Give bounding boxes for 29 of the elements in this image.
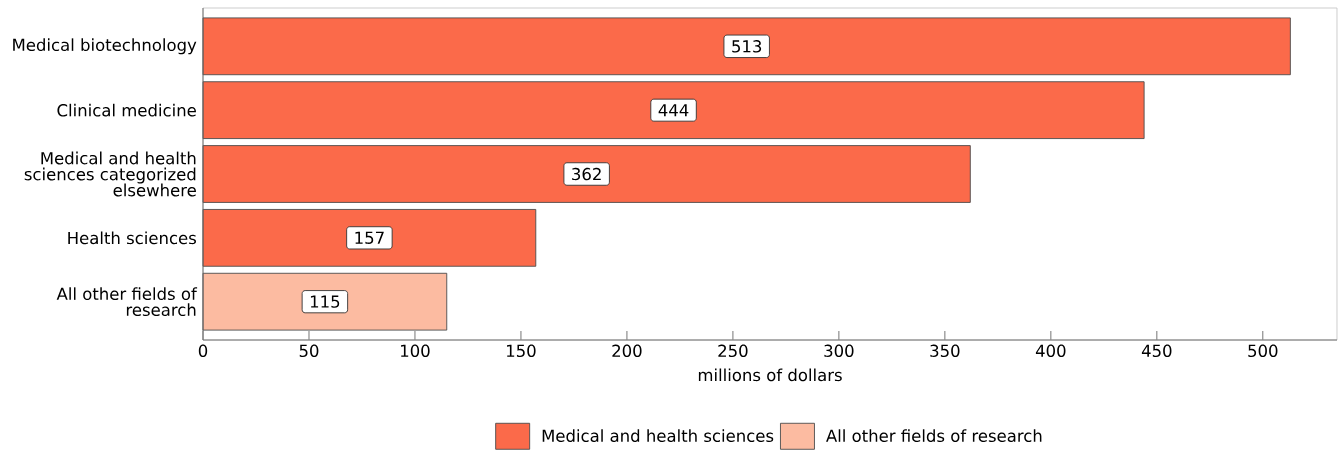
x-tick-label: 350 xyxy=(930,344,960,358)
x-axis-title: millions of dollars xyxy=(698,368,842,382)
y-tick-label: Medical and health sciences categorized elsewhere xyxy=(24,151,196,197)
data-label: 115 xyxy=(310,295,340,308)
x-tick-label: 400 xyxy=(1035,344,1066,358)
bar xyxy=(202,145,971,203)
legend-label: All other fields of research xyxy=(826,429,1042,443)
bar xyxy=(202,81,1145,140)
y-tick-label: Clinical medicine xyxy=(57,103,196,117)
x-tick-label: 100 xyxy=(401,344,430,358)
x-tick-label: 500 xyxy=(1248,344,1278,358)
y-tick-label: Health sciences xyxy=(68,231,196,245)
x-tick-label: 0 xyxy=(198,344,208,358)
x-tick-label: 50 xyxy=(299,344,319,358)
bar xyxy=(202,17,1291,76)
y-tick-label: All other fields of research xyxy=(56,287,198,317)
legend-label: Medical and health sciences xyxy=(542,429,774,443)
y-tick-label: Medical biotechnology xyxy=(13,38,197,55)
data-label: 157 xyxy=(355,231,384,244)
x-tick-label: 450 xyxy=(1141,344,1172,358)
data-label: 362 xyxy=(572,167,601,181)
x-tick-label: 150 xyxy=(507,344,536,358)
bar xyxy=(202,208,537,267)
bar xyxy=(202,272,448,331)
x-tick-label: 300 xyxy=(824,344,854,358)
x-tick-label: 250 xyxy=(718,344,748,358)
data-label: 444 xyxy=(658,104,689,117)
x-tick-label: 200 xyxy=(612,344,642,358)
data-label: 513 xyxy=(732,40,762,53)
